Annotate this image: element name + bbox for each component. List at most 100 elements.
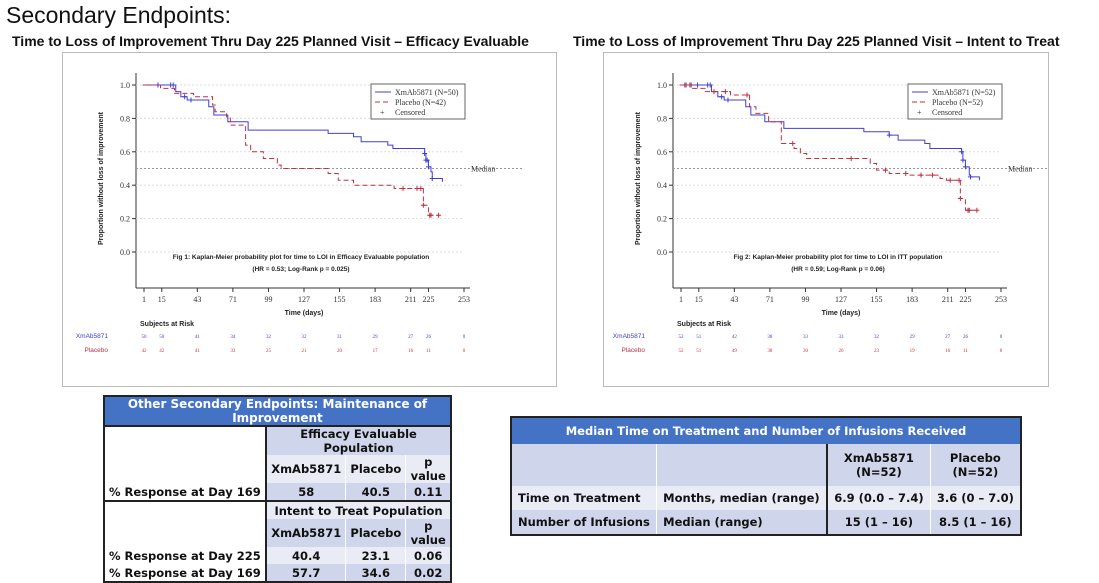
risk-value: 26 [426,335,432,340]
row-label: Time on Treatment [511,486,657,510]
x-tick-label: 183 [369,295,381,304]
legend-entry: XmAb5871 (N=50) [395,88,459,97]
chart-subtitle-intent-to-treat: Time to Loss of Improvement Thru Day 225… [573,33,1060,49]
x-tick-label: 99 [264,295,272,304]
table-title: Median Time on Treatment and Number of I… [511,417,1021,444]
cell: 8.5 (1 – 16) [929,510,1021,535]
risk-row-label: XmAb5871 [76,333,109,340]
cell: 57.7 [266,564,346,582]
risk-value: 16 [945,349,951,354]
x-tick-label: 15 [158,295,166,304]
column-header: Placebo [345,455,406,483]
y-tick-label: 0.0 [657,248,667,257]
median-label: Median [471,165,495,174]
table-row: Number of Infusions Median (range) 15 (1… [511,510,1021,535]
legend-censor-symbol: + [380,108,385,117]
cell: 3.6 (0 – 7.0) [929,486,1021,510]
risk-value: 27 [945,335,951,340]
slide-title: Secondary Endpoints: [6,2,232,28]
x-tick-label: 155 [334,295,346,304]
risk-value: 11 [963,349,968,354]
risk-row-label: XmAb5871 [613,333,646,340]
km-plot-svg: 0.0 0.2 0.4 0.6 0.8 1.0 1 15 43 71 99 127 155 183 211 2… [613,73,1061,354]
row-label: % Response at Day 169 [104,564,268,582]
column-header: Placebo (N=52) [929,444,1021,486]
row-label: Number of Infusions [511,510,657,535]
censor-mark [960,157,966,163]
risk-table-title: Subjects at Risk [140,321,194,328]
km-curve-placebo [679,84,977,211]
risk-value: 29 [910,335,916,340]
risk-value: 32 [266,335,272,340]
column-header: XmAb5871 (N=52) [826,444,931,486]
x-axis-label: Time (days) [285,310,324,317]
row-measure: Months, median (range) [656,486,828,510]
censor-mark [418,186,424,192]
x-tick-label: 253 [458,295,470,304]
risk-row-label: Placebo [85,347,109,354]
censor-mark [707,82,713,88]
km-plot-intent-to-treat: 0.0 0.2 0.4 0.6 0.8 1.0 1 15 43 71 99 127 155 183 211 2… [603,52,1061,387]
x-tick-label: 225 [959,295,971,304]
censor-mark [974,207,980,213]
risk-value: 29 [373,335,379,340]
censor-mark [400,186,406,192]
censor-mark [968,174,974,180]
risk-value: 0 [1000,349,1003,354]
x-tick-label: 15 [695,295,703,304]
censor-mark [425,164,431,170]
x-tick-label: 183 [906,295,918,304]
censor-mark [848,155,854,161]
censor-mark [956,177,962,183]
risk-value: 27 [408,335,414,340]
x-tick-label: 127 [835,295,847,304]
x-tick-label: 225 [422,295,434,304]
x-tick-label: 1 [679,295,683,304]
risk-table-title: Subjects at Risk [677,321,731,328]
risk-value: 50 [159,335,165,340]
km-plot-svg: 0.0 0.2 0.4 0.6 0.8 1.0 1 15 43 71 99 127 155 183 211 2… [76,73,524,354]
censor-mark [966,207,972,213]
x-axis-label: Time (days) [822,310,861,317]
x-tick-label: 99 [801,295,809,304]
table-row: Time on Treatment Months, median (range)… [511,486,1021,510]
row-measure: Median (range) [656,510,828,535]
risk-value: 33 [839,335,845,340]
table-row: % Response at Day 169 58 40.5 0.11 [104,483,451,501]
risk-value: 23 [874,349,880,354]
x-tick-label: 71 [766,295,774,304]
risk-value: 25 [266,349,272,354]
risk-value: 0 [463,349,466,354]
y-tick-label: 0.2 [657,215,667,224]
censor-mark [182,94,188,100]
figure-caption: Fig 2: Kaplan-Meier probability plot for… [733,254,942,261]
column-header: p value [405,519,451,547]
censor-mark [422,150,428,156]
censor-mark [959,149,965,155]
risk-value: 16 [408,349,414,354]
cell: 0.11 [405,483,451,501]
censor-mark [725,97,731,103]
x-tick-label: 1 [142,295,146,304]
population-header: Intent to Treat Population [266,500,451,519]
risk-value: 51 [696,349,702,354]
risk-value: 41 [195,335,201,340]
figure-caption: Fig 1: Kaplan-Meier probability plot for… [173,254,429,261]
x-tick-label: 253 [995,295,1007,304]
censor-mark [722,89,728,95]
figure-caption: (HR = 0.59; Log-Rank p = 0.06) [791,266,885,273]
legend-entry: Censored [395,108,425,117]
censor-mark [903,171,909,177]
risk-value: 34 [230,335,236,340]
y-tick-label: 0.8 [120,114,130,123]
empty-cell [104,425,268,483]
risk-value: 21 [302,349,308,354]
legend-censor-symbol: + [917,108,922,117]
risk-value: 31 [337,335,343,340]
empty-cell [104,500,268,547]
x-tick-label: 211 [405,295,417,304]
x-tick-label: 43 [730,295,738,304]
x-tick-label: 127 [298,295,310,304]
empty-cell [511,444,657,486]
x-tick-label: 71 [229,295,237,304]
